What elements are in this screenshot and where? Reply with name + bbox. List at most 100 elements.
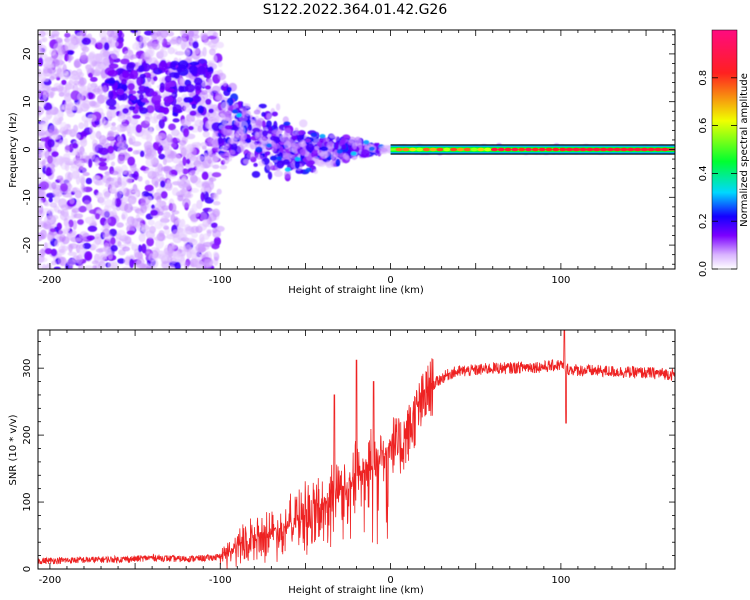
spectrogram-blob bbox=[192, 41, 199, 49]
spectrogram-blob bbox=[120, 196, 130, 203]
spectrogram-blob bbox=[194, 119, 204, 127]
spectrogram-blob bbox=[299, 139, 306, 147]
spectrogram-blob bbox=[81, 46, 90, 53]
spectrogram-blob bbox=[173, 72, 180, 79]
spectrogram-blob bbox=[62, 63, 67, 74]
spectrogram-blob bbox=[52, 133, 61, 140]
spectrogram-blob bbox=[271, 111, 278, 117]
spectrogram-blob bbox=[178, 166, 184, 177]
spectrogram-blob bbox=[153, 236, 163, 241]
x-tick-label: 0 bbox=[387, 575, 393, 586]
spectrogram-blob bbox=[147, 171, 153, 177]
spectrogram-blob bbox=[52, 58, 59, 65]
spectrogram-blob bbox=[114, 197, 122, 208]
spectrogram-blob bbox=[81, 37, 92, 46]
spectrogram-blob bbox=[190, 188, 200, 193]
spectrogram-blob bbox=[77, 86, 87, 92]
colorbar-tick-label: 0.8 bbox=[698, 70, 709, 86]
carrier-segment bbox=[497, 147, 505, 152]
spectrogram-blob bbox=[282, 158, 290, 166]
spectrogram-blob bbox=[294, 127, 299, 133]
spectrogram-blob bbox=[196, 263, 204, 269]
spectrogram-blob bbox=[55, 37, 63, 44]
spectrogram-blob bbox=[38, 199, 44, 205]
spectrogram-blob bbox=[121, 176, 128, 186]
spectrogram-blob bbox=[226, 86, 232, 93]
spectrogram-blob bbox=[67, 54, 72, 63]
spectrogram-blob bbox=[121, 78, 128, 85]
spectrogram-blob bbox=[284, 127, 292, 136]
x-tick-label: -100 bbox=[209, 575, 232, 586]
spectrogram-blob bbox=[87, 225, 98, 232]
spectrogram-x-label: Height of straight line (km) bbox=[288, 285, 424, 296]
spectrogram-blob bbox=[105, 217, 112, 224]
spectrogram-blob bbox=[77, 79, 86, 88]
spectrogram-blob bbox=[150, 31, 159, 39]
colorbar: 0.0 0.2 0.4 0.6 0.8 Normalized spectral ampl… bbox=[698, 29, 750, 277]
spectrogram-blob bbox=[104, 79, 116, 84]
spectrogram-blob bbox=[138, 105, 144, 112]
spectrogram-blob bbox=[44, 201, 50, 207]
spectrogram-blob bbox=[261, 112, 266, 117]
spectrogram-blob bbox=[63, 92, 73, 102]
spectrogram-blob bbox=[101, 175, 112, 184]
spectrogram-blob bbox=[364, 144, 369, 151]
spectrogram-blob bbox=[108, 105, 117, 111]
spectrogram-blob bbox=[107, 90, 114, 100]
y-tick-label: 200 bbox=[22, 426, 33, 445]
spectrogram-blob bbox=[72, 255, 81, 263]
spectrogram-blob bbox=[158, 153, 166, 160]
spectrogram-blob bbox=[117, 258, 126, 264]
spectrogram-blob bbox=[129, 118, 139, 125]
spectrogram-blob bbox=[39, 122, 48, 131]
spectrogram-blob bbox=[159, 49, 168, 58]
spectrogram-blob bbox=[271, 143, 278, 153]
spectrogram-blob bbox=[64, 162, 70, 172]
spectrogram-blob bbox=[185, 83, 196, 93]
spectrogram-blob bbox=[341, 144, 347, 150]
spectrogram-blob bbox=[77, 219, 84, 225]
spectrogram-blob bbox=[158, 61, 168, 71]
x-tick-label: -100 bbox=[209, 275, 232, 286]
spectrogram-blob bbox=[201, 171, 209, 180]
snr-series-line bbox=[38, 330, 675, 569]
spectrogram-blob bbox=[129, 90, 137, 95]
spectrogram-blob bbox=[106, 109, 111, 119]
carrier-segment bbox=[552, 147, 560, 152]
spectrogram-blob bbox=[72, 80, 80, 86]
spectrogram-blob bbox=[211, 155, 218, 164]
spectrogram-blob bbox=[105, 98, 117, 107]
spectrogram-blob bbox=[201, 182, 210, 189]
spectrogram-blob bbox=[39, 99, 46, 107]
carrier-segment bbox=[402, 147, 410, 152]
y-tick-label: -20 bbox=[22, 237, 33, 253]
spectrogram-blob bbox=[177, 180, 185, 188]
carrier-segment bbox=[416, 147, 424, 152]
spectrogram-blob bbox=[79, 174, 86, 185]
spectrogram-blob bbox=[193, 93, 200, 104]
spectrogram-blob bbox=[87, 82, 92, 93]
spectrogram-blob bbox=[53, 194, 61, 204]
spectrogram-blob bbox=[48, 197, 53, 203]
spectrogram-blob bbox=[76, 108, 82, 114]
x-tick-label: 100 bbox=[551, 275, 570, 286]
colorbar-tick-label: 0.4 bbox=[698, 165, 709, 181]
spectrogram-blob bbox=[55, 155, 65, 165]
spectrogram-blob bbox=[350, 151, 357, 156]
spectrogram-blob bbox=[123, 203, 134, 213]
spectrogram-blob bbox=[222, 121, 228, 126]
spectrogram-blob bbox=[166, 179, 171, 189]
spectrogram-blob bbox=[211, 243, 220, 250]
spectrogram-blob bbox=[342, 153, 349, 160]
spectrogram-blob bbox=[48, 234, 54, 242]
spectrogram-blob bbox=[42, 56, 53, 66]
spectrogram-blob bbox=[138, 85, 147, 92]
spectrogram-blob bbox=[58, 228, 66, 237]
spectrogram-blob bbox=[158, 230, 165, 237]
spectrogram-blob bbox=[67, 37, 77, 45]
spectrogram-blob bbox=[316, 141, 322, 148]
spectrogram-blob bbox=[110, 126, 117, 131]
spectrogram-blob bbox=[166, 82, 176, 88]
spectrogram-blob bbox=[209, 48, 216, 56]
spectrogram-blob bbox=[252, 127, 261, 133]
